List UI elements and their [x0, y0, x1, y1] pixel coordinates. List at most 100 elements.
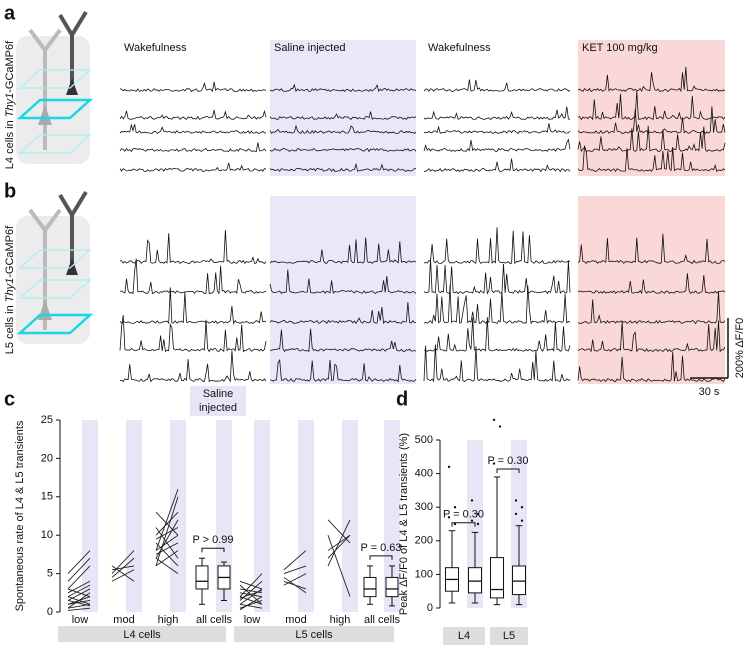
- row-label-part: Thy1: [4, 278, 16, 302]
- outlier: [470, 519, 474, 522]
- paired-line: [155, 542, 179, 567]
- y-tick-label: 0: [47, 606, 53, 618]
- imaging-plane: [16, 98, 94, 120]
- paired-line: [327, 535, 351, 597]
- paired-line: [239, 596, 263, 611]
- condition-label: Saline injected: [274, 42, 346, 54]
- paired-line: [67, 550, 91, 574]
- y-tick-label: 10: [41, 529, 53, 541]
- trace: [269, 269, 417, 294]
- saline-stripe: [298, 420, 314, 612]
- group-label: L5 cells: [295, 629, 333, 641]
- x-tick-label: low: [72, 614, 89, 626]
- p-value: P = 0.30: [487, 455, 528, 467]
- outlier: [492, 462, 496, 465]
- row-label-part: L5 cells in: [4, 302, 16, 354]
- trace: [269, 83, 417, 93]
- row-label: L4 cells in Thy1-GCaMP6f: [4, 40, 16, 169]
- outlier: [498, 425, 502, 428]
- box: [363, 576, 377, 598]
- panel-label: b: [4, 180, 16, 202]
- trace: [119, 123, 267, 135]
- group-label: L4 cells: [123, 629, 161, 641]
- trace: [269, 111, 417, 120]
- outlier: [453, 506, 457, 509]
- panel-label: d: [396, 388, 408, 410]
- saline-stripe: [216, 420, 232, 612]
- y-axis-label: Spontaneous rate of L4 & L5 transients: [14, 420, 26, 611]
- box: [195, 565, 209, 590]
- significance-bracket: [496, 468, 520, 473]
- trace: [119, 258, 267, 295]
- outlier: [476, 522, 480, 526]
- soma: [38, 105, 52, 125]
- saline-stripe: [342, 420, 358, 612]
- saline-stripe: [254, 420, 270, 612]
- box: [512, 565, 526, 596]
- outlier: [520, 506, 524, 509]
- paired-line: [67, 596, 91, 605]
- paired-line: [67, 565, 91, 590]
- significance-bracket: [369, 555, 393, 560]
- scale-label: 200% ΔF/F0: [734, 318, 746, 379]
- box: [490, 557, 504, 599]
- y-tick-label: 300: [415, 501, 433, 513]
- saline-stripe: [82, 420, 98, 612]
- box: [385, 576, 399, 598]
- y-tick-label: 400: [415, 468, 433, 480]
- paired-line: [283, 577, 307, 594]
- paired-line: [67, 600, 91, 605]
- trace: [577, 320, 726, 353]
- outlier: [447, 516, 451, 519]
- paired-line: [155, 527, 179, 540]
- group-label-bg: [234, 626, 394, 642]
- trace: [269, 237, 417, 264]
- x-tick-label: high: [158, 614, 179, 626]
- paired-line: [155, 511, 179, 536]
- x-tick-label: all cells: [364, 614, 401, 626]
- panel-label: a: [4, 2, 16, 24]
- paired-line: [155, 542, 179, 555]
- row-label-part: -GCaMP6f: [4, 40, 16, 93]
- trace: [577, 145, 726, 173]
- trace: [423, 158, 571, 173]
- paired-line: [155, 519, 179, 559]
- trace: [423, 344, 571, 383]
- outlier: [470, 499, 474, 502]
- y-tick-label: 15: [41, 491, 53, 503]
- imaging-plane: [16, 313, 94, 335]
- paired-line: [327, 519, 351, 544]
- trace: [577, 125, 726, 153]
- trace: [577, 351, 726, 383]
- paired-line: [283, 565, 307, 575]
- trace: [119, 109, 267, 121]
- neuron: [28, 208, 62, 330]
- outlier: [447, 465, 451, 469]
- imaging-plane: [18, 134, 92, 154]
- paired-line: [155, 496, 179, 567]
- annotation-bg: [190, 386, 246, 416]
- significance-bracket: [201, 547, 225, 553]
- row-label: L5 cells in Thy1-GCaMP6f: [4, 225, 16, 354]
- trace: [119, 315, 267, 353]
- trace: [119, 162, 267, 172]
- paired-line: [111, 569, 135, 582]
- outlier: [492, 418, 496, 422]
- paired-line: [111, 565, 135, 571]
- condition-background: [270, 196, 416, 384]
- row-label-part: L4 cells in: [4, 117, 16, 169]
- trace: [269, 358, 417, 383]
- paired-line: [67, 557, 91, 582]
- trace: [423, 317, 571, 352]
- saline-stripe: [384, 420, 400, 612]
- trace: [577, 273, 726, 295]
- condition-label: Wakefulness: [124, 42, 187, 54]
- outlier: [520, 519, 524, 522]
- panel-label: c: [4, 388, 15, 410]
- trace: [119, 81, 267, 93]
- outlier: [453, 522, 457, 526]
- trace: [269, 124, 417, 135]
- trace: [423, 227, 571, 265]
- condition-background: [270, 40, 416, 176]
- y-axis-label: Peak ΔF/F0 of L4 & L5 transients (%): [398, 433, 410, 615]
